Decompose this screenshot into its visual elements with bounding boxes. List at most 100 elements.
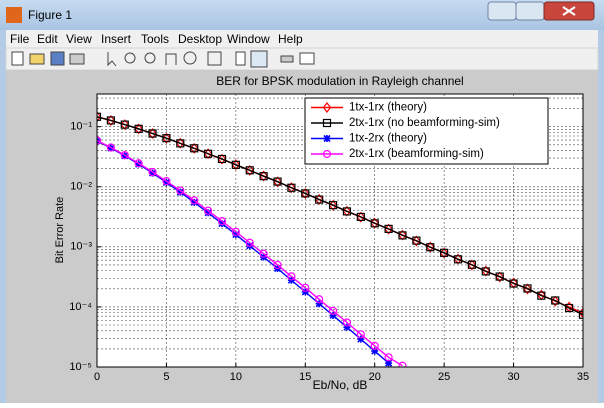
data-point bbox=[481, 265, 491, 277]
data-point bbox=[328, 201, 338, 210]
data-point bbox=[245, 238, 254, 247]
data-point bbox=[148, 129, 157, 138]
data-point bbox=[329, 311, 337, 320]
data-point bbox=[315, 300, 323, 308]
save-button[interactable] bbox=[50, 51, 65, 66]
data-point bbox=[148, 127, 157, 139]
data-point bbox=[273, 260, 282, 270]
data-point bbox=[245, 166, 254, 175]
data-point bbox=[356, 330, 365, 339]
data-point bbox=[342, 207, 352, 216]
data-point bbox=[231, 227, 240, 236]
legend-marker bbox=[322, 118, 332, 128]
menu-item[interactable]: Tools bbox=[141, 32, 169, 46]
data-point bbox=[523, 284, 532, 293]
plot-area bbox=[97, 111, 583, 367]
show-tools-button[interactable] bbox=[299, 52, 315, 65]
data-point bbox=[134, 159, 143, 168]
menu-items: File Edit View Insert Tools Desktop Window Help bbox=[10, 32, 303, 46]
data-point bbox=[232, 231, 240, 239]
pan-button[interactable] bbox=[165, 53, 177, 65]
data-point bbox=[509, 279, 518, 288]
data-point bbox=[537, 291, 546, 300]
data-point bbox=[106, 116, 115, 125]
edit-plot-button[interactable] bbox=[107, 52, 117, 67]
zoom-out-button[interactable] bbox=[144, 52, 156, 64]
data-point bbox=[481, 267, 490, 276]
y-tick-label: 10⁻³ bbox=[70, 241, 92, 253]
data-point bbox=[384, 353, 393, 362]
minimize-button[interactable] bbox=[487, 1, 517, 21]
data-point bbox=[217, 217, 227, 226]
data-point bbox=[120, 119, 130, 131]
data-point bbox=[259, 172, 268, 181]
data-point bbox=[218, 220, 226, 228]
data-point bbox=[162, 134, 171, 143]
x-tick-label: 5 bbox=[163, 371, 169, 383]
x-tick-label: 35 bbox=[577, 371, 589, 383]
rotate-button[interactable] bbox=[183, 51, 197, 65]
zoom-in-button[interactable] bbox=[124, 52, 136, 64]
grid bbox=[96, 94, 584, 368]
print-button[interactable] bbox=[69, 53, 85, 65]
new-button[interactable] bbox=[11, 51, 24, 66]
data-point bbox=[398, 361, 407, 367]
menu-item[interactable]: Window bbox=[227, 32, 270, 46]
data-point bbox=[467, 260, 477, 269]
data-point bbox=[97, 112, 102, 121]
legend-label: 1tx-1rx (theory) bbox=[349, 102, 427, 114]
data-point bbox=[190, 196, 199, 205]
data-point bbox=[356, 212, 365, 222]
data-point bbox=[176, 186, 185, 195]
data-point bbox=[176, 139, 185, 148]
data-point bbox=[176, 188, 184, 196]
data-point bbox=[106, 143, 115, 152]
data-point bbox=[370, 341, 379, 350]
data-point bbox=[134, 124, 143, 133]
legend-marker bbox=[322, 102, 332, 113]
data-point bbox=[190, 198, 198, 206]
data-point bbox=[204, 209, 212, 217]
hide-tools-button[interactable] bbox=[280, 55, 294, 63]
data-point bbox=[371, 347, 379, 355]
data-point bbox=[259, 249, 268, 258]
menu-item[interactable]: Edit bbox=[37, 32, 58, 46]
data-point bbox=[384, 224, 393, 233]
data-point bbox=[370, 219, 379, 228]
x-axis-label: Eb/No, dB bbox=[313, 378, 368, 392]
data-point bbox=[217, 154, 227, 164]
axes-box bbox=[96, 93, 584, 368]
data-point bbox=[148, 169, 157, 177]
close-icon bbox=[562, 6, 576, 16]
menu-item[interactable]: Insert bbox=[101, 32, 132, 46]
toolbar-icons bbox=[11, 50, 315, 68]
menu-item[interactable]: File bbox=[10, 32, 30, 46]
data-point bbox=[412, 236, 421, 245]
data-point bbox=[440, 248, 449, 257]
datacursor-button[interactable] bbox=[207, 51, 222, 66]
legend-label: 1tx-2rx (theory) bbox=[349, 133, 427, 145]
menu-item[interactable]: View bbox=[66, 32, 92, 46]
legend-button[interactable] bbox=[250, 50, 268, 68]
window-title: Figure 1 bbox=[28, 8, 72, 22]
menu-item[interactable]: Help bbox=[278, 32, 303, 46]
data-point bbox=[162, 177, 171, 186]
menu-item[interactable]: Desktop bbox=[178, 32, 222, 46]
colorbar-button[interactable] bbox=[235, 51, 246, 66]
y-tick-label: 10⁻² bbox=[70, 181, 92, 193]
data-point bbox=[106, 115, 116, 126]
y-tick-label: 10⁻⁵ bbox=[69, 361, 92, 373]
open-button[interactable] bbox=[29, 53, 45, 65]
x-tick-label: 15 bbox=[299, 371, 311, 383]
y-tick-label: 10⁻⁴ bbox=[69, 301, 92, 313]
series-line bbox=[97, 116, 583, 316]
data-point bbox=[385, 359, 393, 367]
series-line bbox=[97, 139, 403, 367]
x-tick-label: 0 bbox=[94, 371, 100, 383]
data-point bbox=[162, 178, 170, 187]
y-tick-label: 10⁻¹ bbox=[70, 121, 92, 133]
maximize-button[interactable] bbox=[515, 1, 545, 21]
app-icon bbox=[6, 7, 22, 23]
data-point bbox=[426, 243, 435, 252]
data-point bbox=[135, 160, 143, 168]
